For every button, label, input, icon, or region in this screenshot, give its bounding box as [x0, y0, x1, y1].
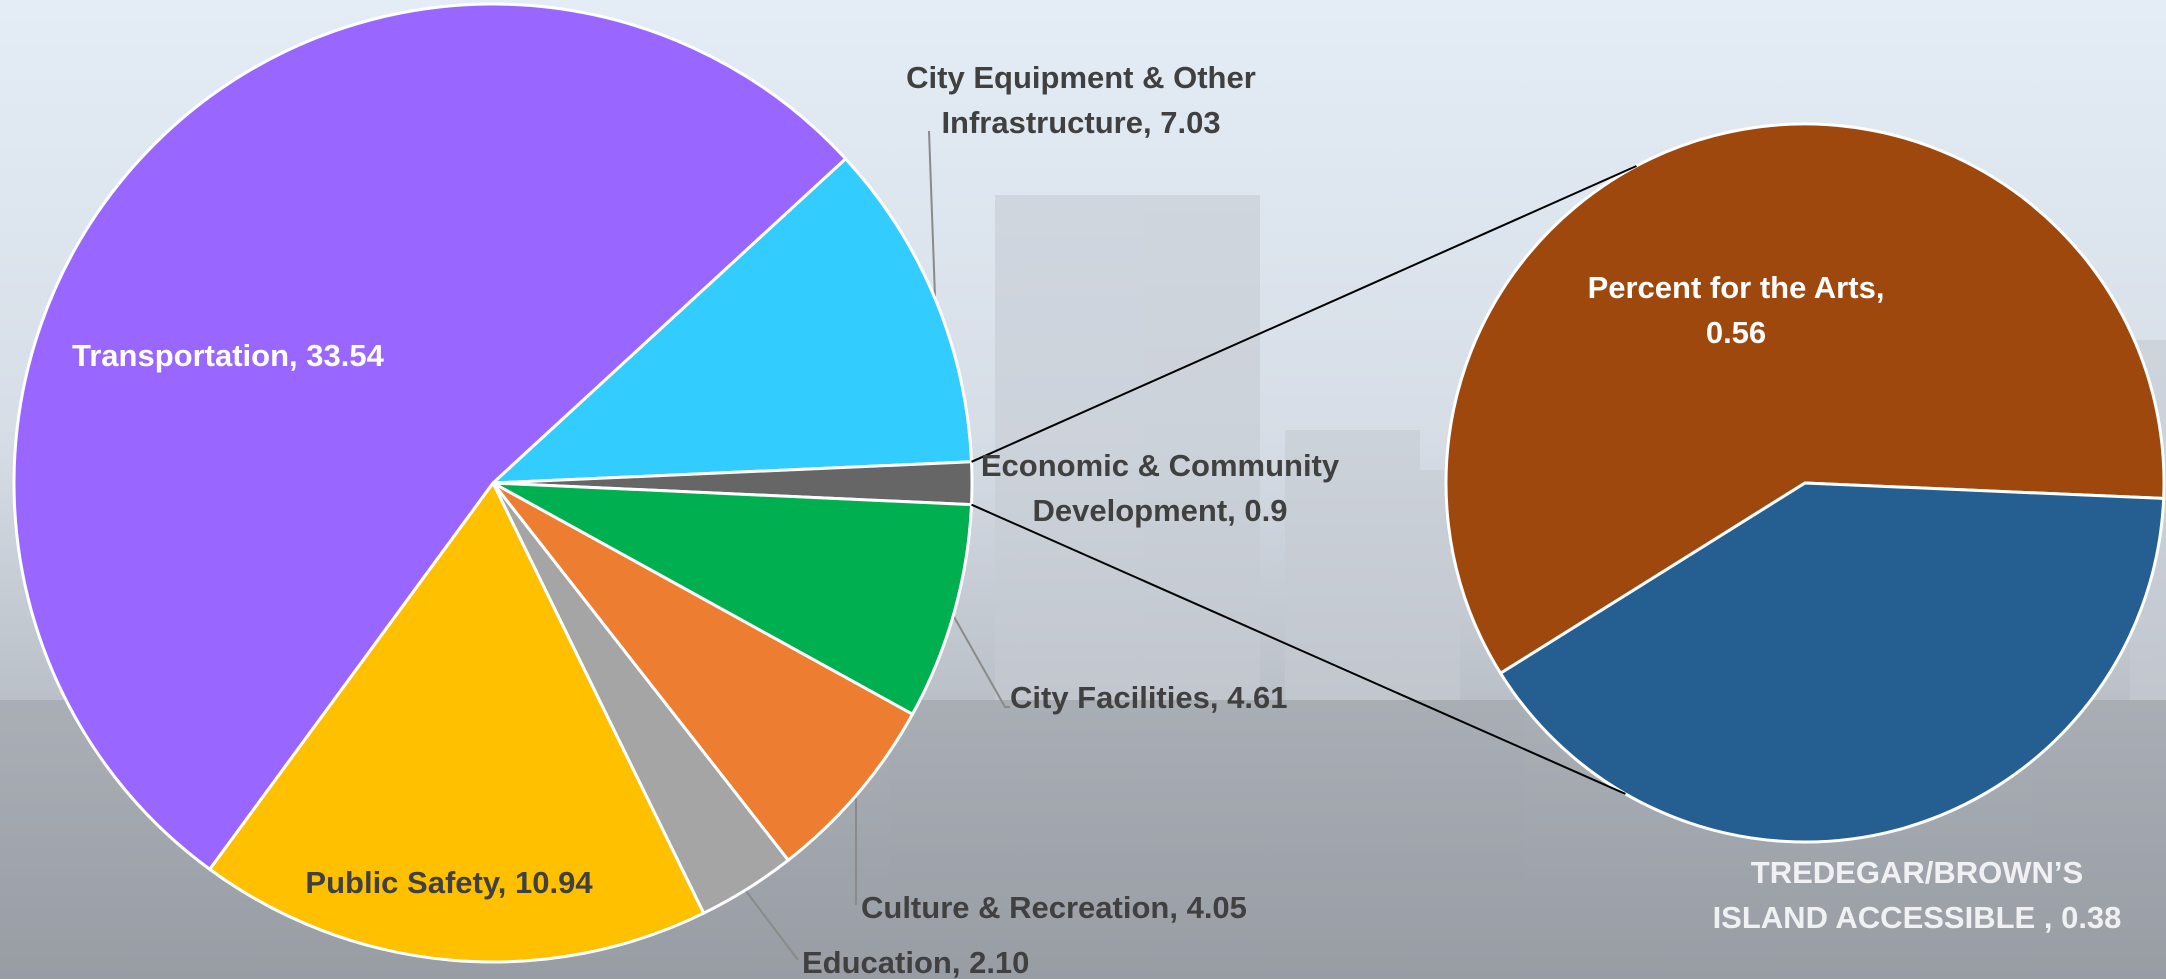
value-label: 10.94 — [515, 865, 593, 900]
value-label: 4.61 — [1227, 680, 1288, 715]
pie-slice — [207, 480, 706, 964]
data-label: Percent for the Arts 0.56 — [1556, 265, 1916, 355]
connector-line — [971, 165, 1637, 463]
value-label: 0.9 — [1244, 493, 1288, 528]
data-label: Transportation33.54 — [72, 333, 384, 378]
data-label: TREDEGAR/BROWN’S ISLAND ACCESSIBLE 0.38 — [1707, 850, 2127, 940]
pie-slice — [488, 156, 974, 485]
pie-slice — [1444, 122, 2166, 676]
pie-slice — [491, 481, 915, 863]
data-label: Economic & Community Development0.9 — [950, 443, 1370, 533]
pie-slice — [492, 481, 974, 717]
value-label: 0.38 — [2061, 900, 2122, 935]
connector-line — [971, 503, 1626, 795]
pie-slice — [1498, 481, 2166, 844]
value-label: 7.03 — [1160, 105, 1221, 140]
value-label: 4.05 — [1186, 890, 1247, 925]
category-label: Transportation — [72, 338, 306, 373]
value-label: 33.54 — [306, 338, 384, 373]
leader-lines — [745, 130, 1010, 961]
category-label: City Facilities — [1010, 680, 1227, 715]
category-label: Culture & Recreation — [861, 890, 1187, 925]
value-label: 0.56 — [1705, 315, 1767, 350]
data-label: City Equipment & Other Infrastructure7.0… — [871, 55, 1291, 145]
category-label: Public Safety — [305, 865, 515, 900]
data-label: Public Safety10.94 — [305, 860, 592, 905]
data-label: City Facilities4.61 — [1010, 675, 1287, 720]
data-label: Culture & Recreation4.05 — [861, 885, 1247, 930]
pie-slice — [12, 2, 848, 872]
category-label: TREDEGAR/BROWN’S ISLAND ACCESSIBLE — [1713, 855, 2084, 935]
category-label: Percent for the Arts — [1588, 270, 1885, 305]
category-label: Education — [802, 945, 969, 979]
value-label: 2.10 — [969, 945, 1030, 979]
data-label: Education2.10 — [802, 940, 1029, 979]
